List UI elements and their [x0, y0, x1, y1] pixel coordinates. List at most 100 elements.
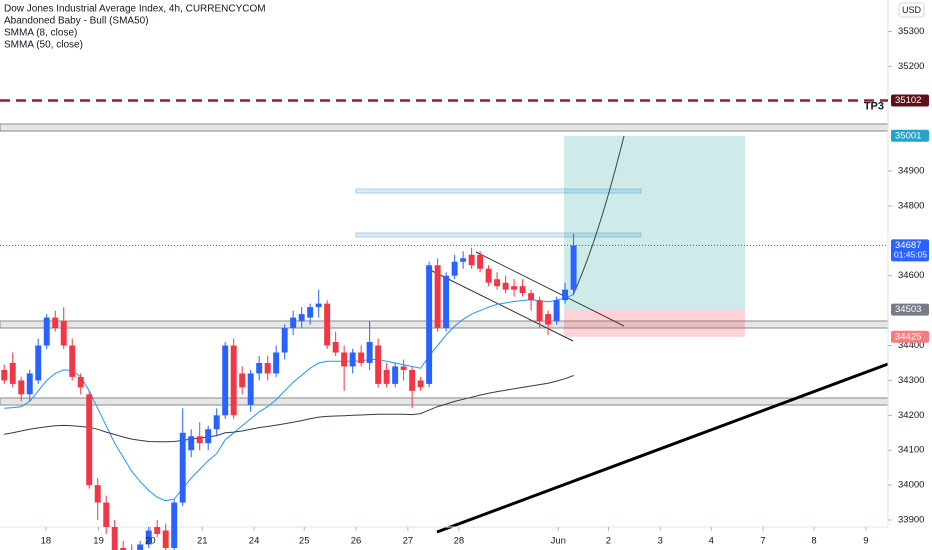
candle-body [511, 286, 518, 290]
candle-body [86, 394, 93, 486]
price-label-box [891, 239, 929, 262]
y-tick-label: 33900 [898, 515, 924, 526]
x-tick-label: 24 [249, 536, 260, 547]
price-label-box [891, 94, 929, 107]
price-label-box [891, 303, 929, 316]
candle-body [188, 436, 195, 451]
candle-body [315, 303, 322, 308]
y-tick-label: 34800 [898, 200, 924, 211]
price-label-box [891, 129, 929, 142]
candle-body [502, 282, 509, 290]
candle-body [162, 530, 169, 548]
candle-body [562, 289, 569, 301]
candle-body [570, 245, 577, 290]
x-tick-label: 8 [811, 536, 816, 547]
zone [0, 397, 889, 406]
price-label: 34687 [895, 240, 921, 251]
candle-body [298, 314, 305, 322]
x-tick-label: Jun [551, 536, 566, 547]
candle-body [145, 530, 152, 545]
y-tick-label: 34400 [898, 340, 924, 351]
candle-body [26, 373, 33, 395]
candle-body [358, 352, 365, 363]
currency[interactable]: USD [902, 5, 922, 15]
candle-body [383, 369, 390, 384]
candle-body [60, 321, 67, 346]
candle-body [69, 345, 76, 377]
candle-body [460, 258, 467, 262]
candle-body [179, 432, 186, 503]
projection [572, 135, 625, 296]
candle-body [536, 300, 543, 322]
candle-body [196, 436, 203, 444]
candle-body [222, 345, 229, 416]
candle-body [468, 254, 475, 266]
channel-line [475, 251, 625, 327]
zone [0, 123, 889, 132]
x-tick-label: 18 [41, 536, 52, 547]
candle-body [417, 380, 424, 388]
stop-zone [564, 309, 745, 337]
annotation: TP3 [864, 100, 884, 112]
candle-body [205, 429, 212, 444]
y-tick-label: 34900 [898, 166, 924, 177]
candle-body [545, 314, 552, 325]
x-tick-label: 19 [93, 536, 104, 547]
candle-body [426, 265, 433, 384]
candle-body [273, 352, 280, 374]
price-label: 35001 [895, 130, 921, 141]
x-tick-label: 25 [299, 536, 310, 547]
candle-body [154, 527, 161, 534]
x-tick-label: 3 [658, 536, 663, 547]
x-tick-label: 26 [351, 536, 362, 547]
y-tick-label: 34000 [898, 480, 924, 491]
x-tick-label: 21 [197, 536, 208, 547]
candle-body [18, 380, 25, 395]
x-tick-label: 28 [454, 536, 465, 547]
candle-body [324, 303, 331, 346]
candle-body [230, 345, 237, 416]
candle-body [52, 317, 59, 329]
candle-body [307, 307, 314, 318]
price-label: 35102 [895, 95, 921, 106]
candle-body [35, 345, 42, 381]
candle-body [400, 366, 407, 370]
candle-body [264, 362, 271, 374]
zone [355, 232, 642, 238]
candle-body [256, 362, 263, 374]
x-tick-label: 4 [709, 536, 714, 547]
price-label: 34425 [895, 331, 921, 342]
candle-body [485, 268, 492, 283]
x-tick-label: 27 [403, 536, 414, 547]
ma-line [4, 375, 574, 443]
candle-body [451, 261, 458, 276]
candle-body [519, 286, 526, 294]
indicator: SMMA (8, close) [4, 28, 77, 39]
y-tick-label: 34300 [898, 375, 924, 386]
candle-body [77, 376, 84, 388]
y-tick-label: 35300 [898, 26, 924, 37]
candle-body [409, 369, 416, 391]
y-tick-label: 34100 [898, 445, 924, 456]
candle-body [137, 544, 144, 550]
candle-body [332, 342, 339, 353]
countdown: 01:45:05 [894, 250, 927, 260]
price-label-box [891, 330, 929, 343]
chart-title: Dow Jones Industrial Average Index, 4h, … [4, 4, 266, 15]
target-zone [564, 135, 745, 310]
y-tick-label: 35200 [898, 61, 924, 72]
candle-body [443, 275, 450, 329]
candle-body [553, 300, 560, 322]
candle-body [239, 373, 246, 388]
x-tick-label: 2 [606, 536, 611, 547]
y-tick-label: 34200 [898, 410, 924, 421]
candle-body [111, 527, 118, 550]
candle-body [392, 366, 399, 384]
y-tick-label: 34600 [898, 270, 924, 281]
candle-body [43, 317, 50, 346]
candle-body [528, 293, 535, 301]
candle-body [477, 254, 484, 269]
candle-body [290, 317, 297, 329]
trend-line [436, 362, 889, 534]
currency-button[interactable] [898, 2, 925, 18]
